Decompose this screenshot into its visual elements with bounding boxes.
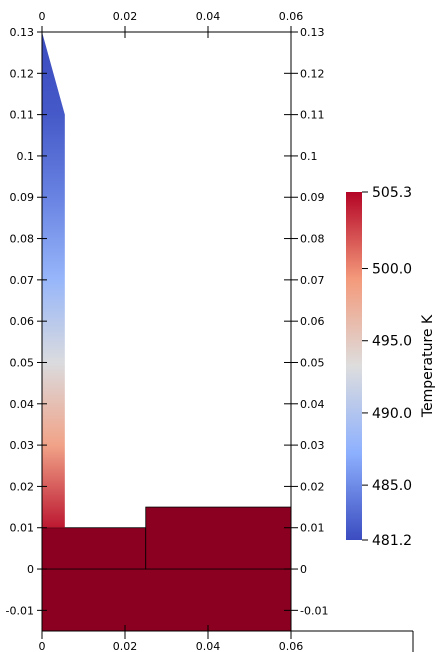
y-tick-label-right: 0.04	[300, 398, 325, 411]
colorbar: 505.3 500.0 495.0 490.0 485.0 481.2 Temperatur…	[346, 185, 436, 549]
y-tick-label-right: 0.01	[300, 522, 325, 535]
y-tick-label-left: 0.04	[10, 398, 35, 411]
y-tick-label-left: 0.1	[17, 150, 35, 163]
x-tick-label-top: 0.06	[279, 10, 304, 23]
colorbar-gradient	[346, 192, 362, 540]
y-tick-label-right: 0.06	[300, 315, 325, 328]
y-tick-label-right: 0	[300, 563, 307, 576]
y-tick-label-right: 0.1	[300, 150, 318, 163]
base-block	[42, 569, 291, 631]
y-tick-label-left: 0.11	[10, 109, 35, 122]
colorbar-tick-label: 500.0	[372, 262, 412, 278]
axes-grid: -0.01 -0.01 0 0 0.01 0.01 0.02 0.02 0.03 0.03 0.04…	[6, 10, 414, 652]
y-tick-label-right: 0.02	[300, 480, 325, 493]
y-tick-label-right: 0.12	[300, 67, 325, 80]
x-tick-label-bottom: 0.06	[279, 640, 304, 652]
x-tick-label-top: 0.04	[196, 10, 221, 23]
y-tick-label-left: -0.01	[6, 604, 34, 617]
y-tick-label-left: 0.12	[10, 67, 35, 80]
x-tick-label-bottom: 0.02	[113, 640, 138, 652]
y-tick-label-left: 0.02	[10, 480, 35, 493]
domain-layer	[41, 32, 292, 631]
colorbar-tick-label: 505.3	[372, 185, 412, 201]
y-tick-label-left: 0.03	[10, 439, 35, 452]
y-tick-label-left: 0.05	[10, 356, 35, 369]
y-tick-label-left: 0.13	[10, 26, 35, 39]
y-tick-label-right: 0.09	[300, 191, 325, 204]
y-tick-label-right: 0.05	[300, 356, 325, 369]
y-tick-label-left: 0.08	[10, 233, 35, 246]
colorbar-title: Temperature K	[420, 314, 436, 418]
colorbar-tick-label: 490.0	[372, 406, 412, 422]
right-step-block	[145, 506, 292, 570]
y-tick-label-right: 0.03	[300, 439, 325, 452]
y-tick-label-right: 0.08	[300, 233, 325, 246]
y-tick-label-left: 0.09	[10, 191, 35, 204]
y-tick-label-left: 0.07	[10, 274, 35, 287]
y-tick-label-right: 0.07	[300, 274, 325, 287]
y-tick-label-left: 0.01	[10, 522, 35, 535]
x-tick-label-bottom: 0	[39, 640, 46, 652]
x-tick-label-top: 0	[39, 10, 46, 23]
x-tick-label-top: 0.02	[113, 10, 138, 23]
colorbar-tick-label: 495.0	[372, 334, 412, 350]
left-step-block	[41, 527, 147, 570]
y-tick-label-left: 0	[27, 563, 34, 576]
y-tick-label-right: 0.11	[300, 109, 325, 122]
x-tick-label-bottom: 0.04	[196, 640, 221, 652]
y-tick-label-right: -0.01	[300, 604, 328, 617]
y-tick-label-right: 0.13	[300, 26, 325, 39]
colorbar-tick-label: 481.2	[372, 533, 412, 549]
y-tick-label-left: 0.06	[10, 315, 35, 328]
colorbar-tick-label: 485.0	[372, 478, 412, 494]
column-region	[42, 32, 65, 528]
